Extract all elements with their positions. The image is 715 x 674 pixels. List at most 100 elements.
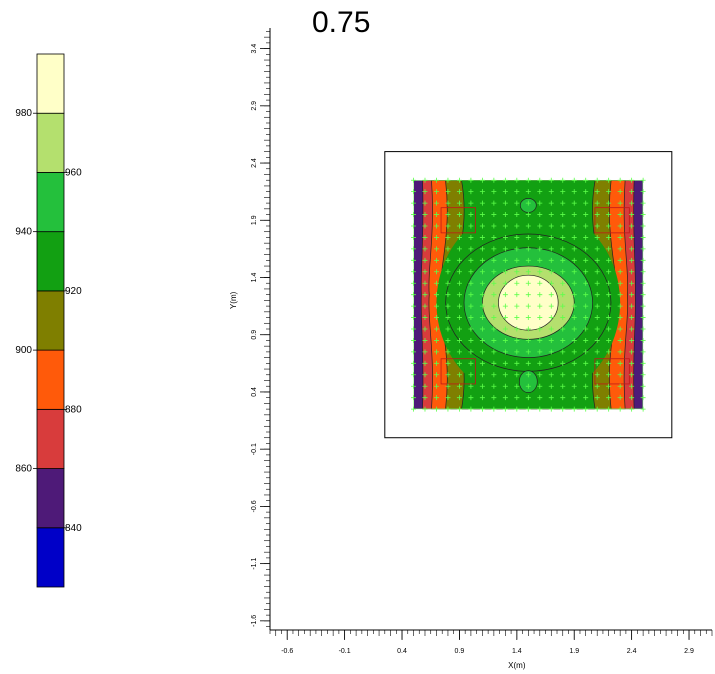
grid-point-marker: [617, 246, 623, 252]
grid-point-marker: [629, 395, 635, 401]
grid-point-marker: [479, 372, 485, 378]
grid-point-marker: [629, 234, 635, 240]
grid-point-marker: [411, 326, 417, 332]
grid-point-marker: [491, 406, 497, 412]
column-box: [594, 358, 630, 385]
grid-point-marker: [617, 280, 623, 286]
grid-point-marker: [411, 303, 417, 309]
grid-point-marker: [445, 292, 451, 298]
grid-point-marker: [422, 257, 428, 263]
grid-point-marker: [594, 337, 600, 343]
grid-point-marker: [433, 303, 439, 309]
grid-point-marker: [583, 257, 589, 263]
grid-point-marker: [445, 246, 451, 252]
grid-point-marker: [606, 292, 612, 298]
grid-point-marker: [537, 280, 543, 286]
grid-point-marker: [571, 269, 577, 275]
grid-point-marker: [525, 337, 531, 343]
grid-point-marker: [422, 212, 428, 218]
colorbar-label-right: 920: [65, 286, 82, 297]
colorbar-label-left: 860: [15, 464, 32, 475]
grid-point-marker: [525, 257, 531, 263]
grid-point-marker: [560, 257, 566, 263]
grid-point-marker: [571, 326, 577, 332]
grid-point-marker: [502, 349, 508, 355]
x-tick-label: 1.4: [512, 648, 522, 655]
colorbar-label-left: 980: [15, 108, 32, 119]
grid-point-marker: [456, 189, 462, 195]
axes: -0.6 -0.1 0.4 0.9 1.4 1.9 2.4 2.9 -1.6 -1.1 -0.6 -0…: [251, 28, 713, 655]
grid-point-marker: [583, 246, 589, 252]
grid-point-marker: [537, 360, 543, 366]
grid-point-marker: [629, 315, 635, 321]
grid-point-marker: [537, 246, 543, 252]
grid-point-marker: [594, 360, 600, 366]
grid-point-marker: [537, 406, 543, 412]
grid-point-marker: [606, 246, 612, 252]
grid-point-marker: [629, 360, 635, 366]
grid-point-marker: [514, 372, 520, 378]
grid-point-marker: [525, 200, 531, 206]
grid-point-marker: [571, 212, 577, 218]
grid-point-marker: [548, 383, 554, 389]
grid-point-marker: [514, 257, 520, 263]
grid-point-marker: [537, 177, 543, 183]
grid-point-marker: [479, 177, 485, 183]
grid-point-marker: [433, 349, 439, 355]
grid-point-marker: [514, 189, 520, 195]
grid-point-marker: [537, 395, 543, 401]
grid-point-marker: [514, 349, 520, 355]
grid-point-marker: [571, 189, 577, 195]
grid-point-marker: [640, 326, 646, 332]
grid-point-marker: [491, 349, 497, 355]
grid-point-marker: [537, 189, 543, 195]
grid-point-marker: [525, 406, 531, 412]
grid-point-marker: [433, 200, 439, 206]
grid-point-marker: [411, 406, 417, 412]
grid-point-marker: [468, 257, 474, 263]
grid-point-marker: [560, 177, 566, 183]
grid-point-marker: [617, 234, 623, 240]
grid-point-marker: [606, 189, 612, 195]
grid-point-marker: [617, 395, 623, 401]
y-tick-label: 2.4: [251, 158, 258, 168]
grid-point-marker: [594, 406, 600, 412]
grid-point-marker: [479, 395, 485, 401]
grid-point-marker: [479, 349, 485, 355]
grid-point-marker: [594, 257, 600, 263]
grid-point-marker: [525, 395, 531, 401]
grid-point-marker: [433, 315, 439, 321]
grid-point-marker: [617, 406, 623, 412]
grid-point-marker: [468, 177, 474, 183]
y-tick-label: -0.1: [251, 443, 258, 455]
grid-point-marker: [456, 360, 462, 366]
y-tick-label: -0.6: [251, 500, 258, 512]
grid-point-marker: [525, 349, 531, 355]
grid-point-marker: [583, 315, 589, 321]
grid-point-marker: [411, 372, 417, 378]
grid-point-marker: [537, 337, 543, 343]
grid-point-marker: [583, 269, 589, 275]
grid-point-marker: [479, 189, 485, 195]
grid-point-marker: [537, 372, 543, 378]
grid-point-marker: [571, 177, 577, 183]
grid-point-marker: [640, 212, 646, 218]
grid-point-marker: [479, 269, 485, 275]
x-tick-label: -0.1: [339, 648, 351, 655]
grid-point-marker: [640, 372, 646, 378]
grid-point-marker: [445, 383, 451, 389]
grid-point-marker: [491, 292, 497, 298]
y-tick-label: 1.9: [251, 215, 258, 225]
grid-point-marker: [583, 200, 589, 206]
grid-point-marker: [445, 315, 451, 321]
grid-point-marker: [571, 246, 577, 252]
grid-point-marker: [594, 189, 600, 195]
grid-point-marker: [560, 326, 566, 332]
grid-point-marker: [548, 303, 554, 309]
grid-point-marker: [445, 303, 451, 309]
grid-point-marker: [606, 269, 612, 275]
grid-point-marker: [548, 315, 554, 321]
grid-point-marker: [629, 383, 635, 389]
grid-point-marker: [640, 257, 646, 263]
grid-point-marker: [479, 212, 485, 218]
